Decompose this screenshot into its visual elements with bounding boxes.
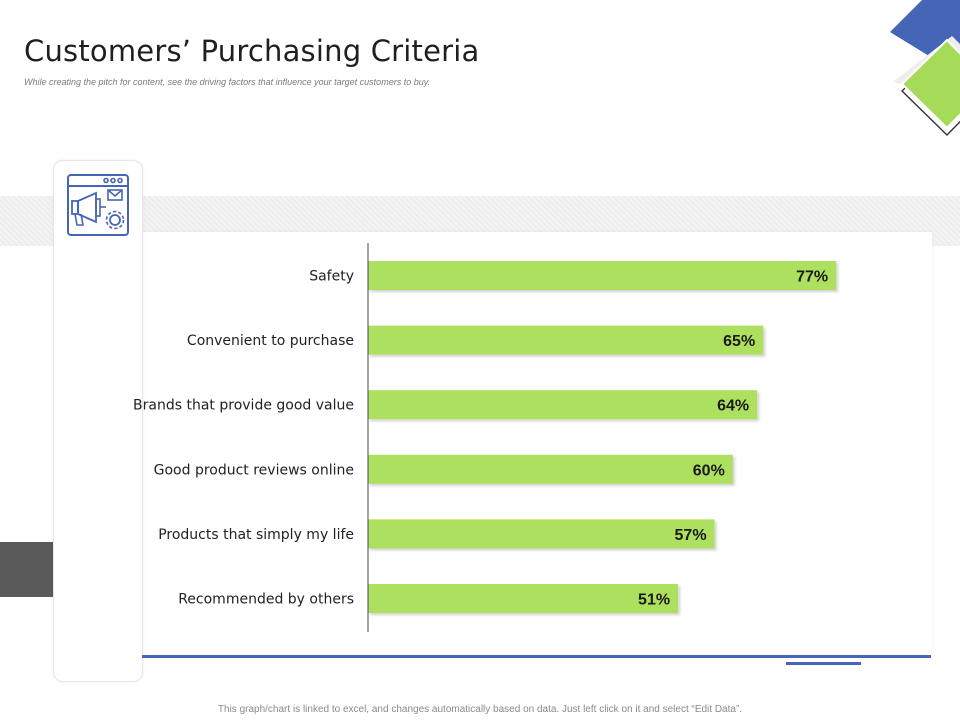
bar-2 [368,325,764,355]
value-label-3: 64% [717,398,749,415]
megaphone-browser-icon [67,174,129,236]
bar-3 [368,390,758,420]
bar-6 [368,584,679,613]
bar-4 [368,454,733,484]
value-label-5: 57% [675,527,707,544]
category-label-6: Recommended by others [178,592,354,608]
page-title: Customers’ Purchasing Criteria [24,34,480,68]
decorative-diamonds [890,0,960,136]
footer-note: This graph/chart is linked to excel, and… [217,704,743,715]
value-label-4: 60% [693,462,725,479]
value-label-6: 51% [638,592,670,609]
category-label-3: Brands that provide good value [133,398,354,414]
category-label-4: Good product reviews online [154,462,354,478]
category-label-1: Safety [309,269,354,285]
bar-1 [368,261,837,290]
green-diamond [900,38,960,130]
decorative-gray-block [0,542,53,597]
category-label-5: Products that simply my life [158,527,354,543]
bar-5 [368,519,715,549]
category-label-2: Convenient to purchase [187,333,354,349]
value-label-1: 77% [796,269,828,286]
icon-card [53,160,143,682]
bottom-accent-line [142,655,931,658]
chart-card [142,232,932,652]
page-subtitle: While creating the pitch for content, se… [24,77,431,87]
bottom-accent-short-line [786,662,861,665]
value-label-2: 65% [723,333,755,350]
